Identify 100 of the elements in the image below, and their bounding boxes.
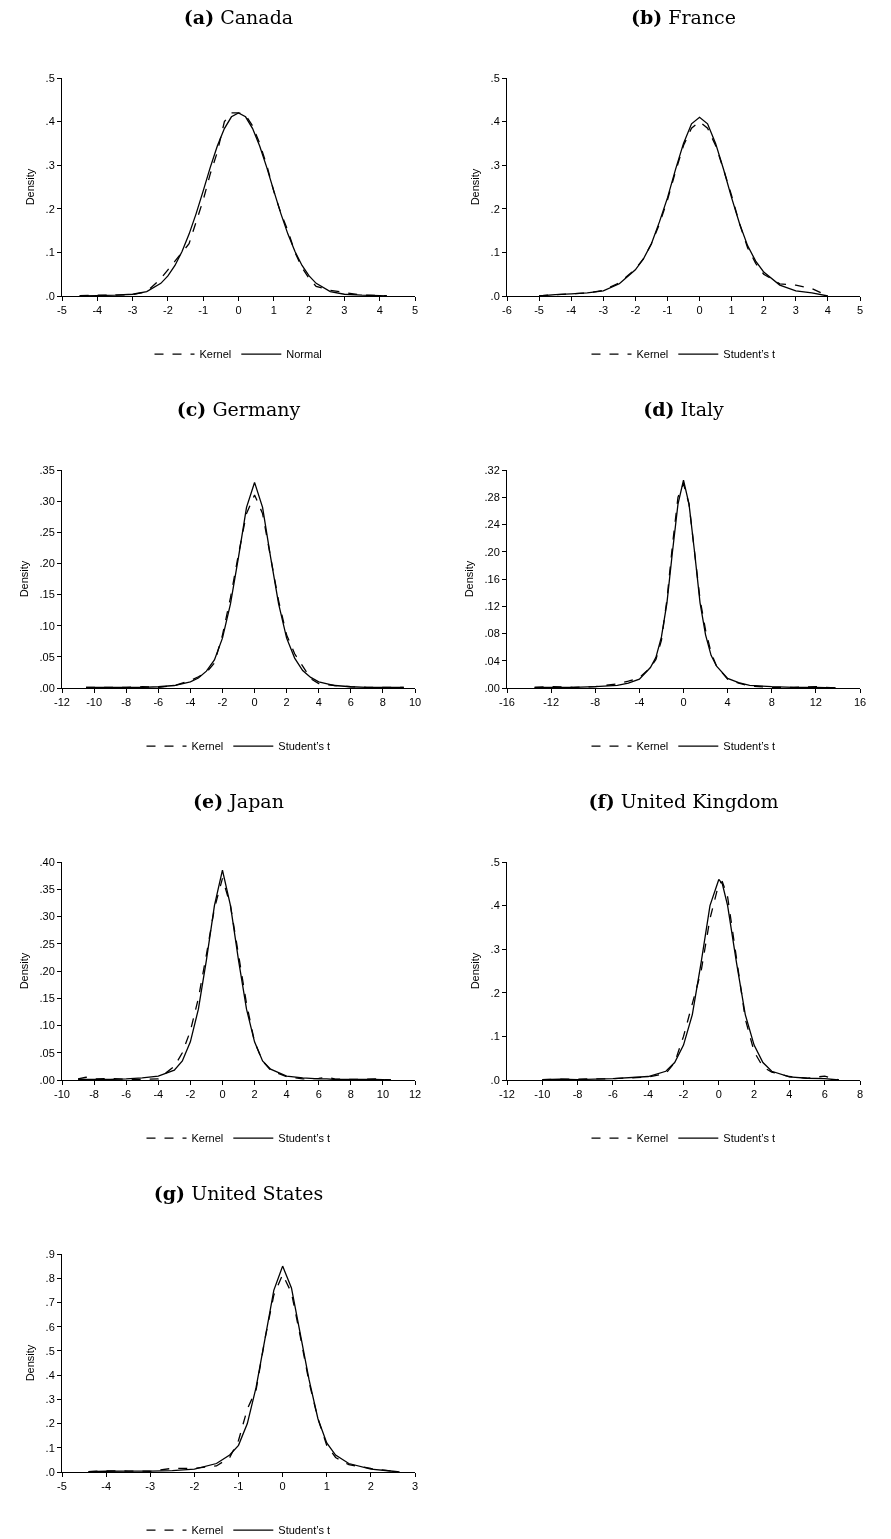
y-tick-label: .5 — [45, 1344, 55, 1357]
y-tick-label: .35 — [39, 883, 55, 896]
y-tick-label: .20 — [39, 964, 55, 977]
x-tick-label: -12 — [54, 696, 70, 709]
x-tick-label: -4 — [643, 1088, 654, 1101]
x-tick-label: -4 — [634, 696, 645, 709]
chart-title: (b) France — [630, 6, 737, 29]
x-tick-label: 2 — [751, 1088, 758, 1101]
y-axis-title: Density — [24, 168, 37, 206]
y-tick-label: .1 — [45, 1441, 55, 1454]
legend-label: Student’s t — [278, 1132, 331, 1145]
y-axis-title: Density — [18, 560, 31, 598]
legend-label: Kernel — [199, 348, 232, 361]
x-tick-label: 0 — [715, 1088, 722, 1101]
chart-title: (d) Italy — [643, 398, 725, 421]
x-tick-label: -12 — [543, 696, 560, 709]
y-tick-label: .04 — [484, 654, 500, 667]
y-tick-label: .12 — [484, 600, 500, 613]
x-tick-label: -4 — [153, 1088, 164, 1101]
x-tick-label: -5 — [57, 1480, 67, 1493]
y-tick-label: .32 — [484, 463, 500, 476]
x-tick-label: -4 — [101, 1480, 112, 1493]
y-tick-label: .0 — [490, 1073, 500, 1086]
y-tick-label: .2 — [45, 1417, 55, 1430]
x-tick-label: -6 — [121, 1088, 132, 1101]
x-tick-label: -3 — [598, 304, 609, 317]
x-tick-label: -6 — [502, 304, 512, 317]
y-tick-label: .1 — [45, 246, 55, 259]
chart-title: (e) Japan — [193, 790, 284, 813]
x-tick-label: 1 — [323, 1480, 330, 1493]
x-tick-label: -12 — [499, 1088, 515, 1101]
x-tick-label: 10 — [376, 1088, 390, 1101]
x-tick-label: -1 — [662, 304, 673, 317]
y-tick-label: .4 — [45, 115, 55, 128]
x-tick-label: -1 — [198, 304, 209, 317]
x-tick-label: -6 — [608, 1088, 618, 1101]
y-tick-label: .3 — [490, 943, 500, 956]
x-tick-label: 12 — [408, 1088, 422, 1101]
x-tick-label: -10 — [54, 1088, 70, 1101]
legend-label: Student’s t — [278, 740, 331, 753]
x-tick-label: 4 — [376, 304, 383, 317]
y-tick-label: .08 — [484, 627, 500, 640]
y-tick-label: .5 — [490, 855, 500, 868]
y-tick-label: .00 — [484, 681, 500, 694]
x-tick-label: 2 — [367, 1480, 374, 1493]
x-tick-label: -5 — [57, 304, 67, 317]
legend-label: Kernel — [636, 740, 669, 753]
y-axis-title: Density — [463, 560, 476, 598]
legend-label: Kernel — [636, 348, 669, 361]
y-axis-title: Density — [24, 1344, 37, 1382]
y-tick-label: .0 — [45, 1465, 55, 1478]
x-tick-label: 2 — [760, 304, 767, 317]
x-tick-label: -2 — [163, 304, 173, 317]
y-tick-label: .3 — [45, 1393, 55, 1406]
x-tick-label: -8 — [572, 1088, 583, 1101]
x-tick-label: -2 — [630, 304, 641, 317]
x-tick-label: -3 — [145, 1480, 156, 1493]
legend-label: Student’s t — [723, 740, 776, 753]
x-tick-label: 5 — [411, 304, 419, 317]
legend-label: Student’s t — [723, 1132, 776, 1145]
x-tick-label: -8 — [590, 696, 601, 709]
y-tick-label: .00 — [39, 681, 55, 694]
y-tick-label: .8 — [45, 1272, 55, 1285]
x-tick-label: 8 — [768, 696, 775, 709]
legend-label: Student’s t — [278, 1524, 331, 1537]
y-tick-label: .3 — [45, 159, 55, 172]
x-tick-label: 0 — [680, 696, 687, 709]
x-tick-label: -3 — [127, 304, 138, 317]
y-tick-label: .24 — [484, 518, 500, 531]
x-tick-label: 4 — [824, 304, 831, 317]
x-tick-label: 0 — [235, 304, 242, 317]
y-tick-label: .4 — [45, 1368, 55, 1381]
chart-title: (c) Germany — [176, 398, 301, 421]
x-tick-label: -5 — [534, 304, 544, 317]
x-tick-label: 0 — [251, 696, 258, 709]
legend-label: Student’s t — [723, 348, 776, 361]
x-tick-label: 3 — [792, 304, 799, 317]
x-tick-label: 2 — [306, 304, 313, 317]
y-axis-title: Density — [469, 952, 482, 990]
x-tick-label: -2 — [678, 1088, 689, 1101]
x-tick-label: -10 — [86, 696, 103, 709]
y-tick-label: .16 — [484, 572, 500, 585]
y-tick-label: .1 — [490, 1030, 500, 1043]
y-tick-label: .30 — [39, 910, 55, 923]
y-tick-label: .4 — [490, 899, 500, 912]
x-tick-label: -4 — [92, 304, 103, 317]
legend-label: Kernel — [191, 1524, 224, 1537]
y-tick-label: .25 — [39, 526, 55, 539]
legend-label: Kernel — [636, 1132, 669, 1145]
x-tick-label: -2 — [185, 1088, 196, 1101]
y-tick-label: .05 — [39, 650, 55, 663]
y-axis-title: Density — [469, 168, 482, 206]
x-tick-label: 0 — [219, 1088, 226, 1101]
x-tick-label: -2 — [189, 1480, 200, 1493]
y-axis-title: Density — [18, 952, 31, 990]
x-tick-label: 0 — [696, 304, 703, 317]
x-tick-label: 8 — [347, 1088, 354, 1101]
y-tick-label: .7 — [45, 1296, 55, 1309]
x-tick-label: 2 — [283, 696, 290, 709]
x-tick-label: 3 — [341, 304, 348, 317]
